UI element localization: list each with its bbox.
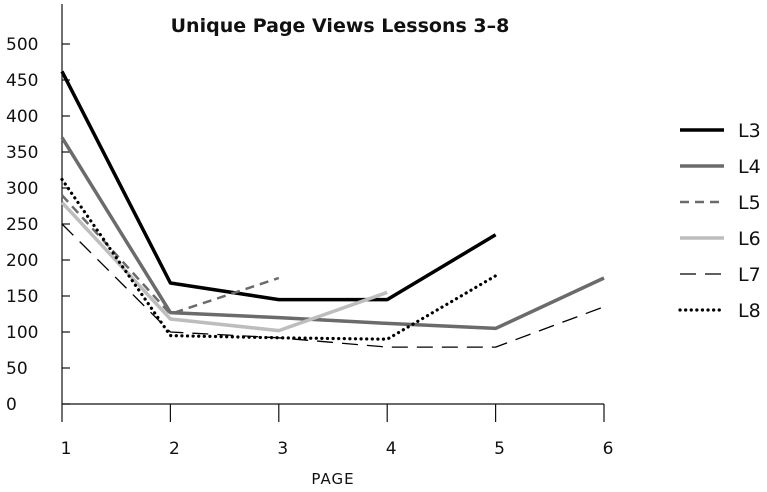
legend-label-l4: L4 [738,156,761,178]
series-line-l4 [60,136,605,331]
x-tick-label: 5 [494,439,505,459]
x-tick-label: 4 [386,439,397,459]
series-line-l3 [60,70,497,302]
y-tick-label: 150 [6,287,38,307]
series-line-l5 [61,194,280,316]
legend-label-l7: L7 [738,264,761,286]
y-tick-label: 0 [6,395,17,415]
axes: 0 50 100 150 200 250 300 350 400 450 500 1 2 3 4 5 6 [6,4,613,459]
y-tick-label: 200 [6,251,38,271]
legend-label-l6: L6 [738,228,761,250]
y-tick-label: 350 [6,143,38,163]
y-tick-label: 450 [6,71,38,91]
y-tick-label: 400 [6,107,38,127]
x-axis-label: PAGE [311,470,354,488]
legend: L3 L4 L5 L6 L7 L8 [678,120,761,322]
series-line-l7 [61,223,605,348]
y-tick-label: 50 [6,359,28,379]
x-tick-label: 2 [169,439,180,459]
legend-label-l3: L3 [738,120,761,142]
x-tick-label: 3 [277,439,288,459]
y-tick-label: 300 [6,179,38,199]
chart-title: Unique Page Views Lessons 3–8 [171,15,510,37]
y-tick-label: 250 [6,215,38,235]
y-tick-label: 500 [6,35,38,55]
x-tick-label: 1 [61,439,72,459]
y-tick-label: 100 [6,323,38,343]
series-line-l6 [60,201,388,333]
legend-label-l5: L5 [738,192,761,214]
x-tick-label: 6 [603,439,614,459]
series-layer [60,70,605,348]
legend-label-l8: L8 [738,300,761,322]
series-line-l8 [60,177,498,341]
